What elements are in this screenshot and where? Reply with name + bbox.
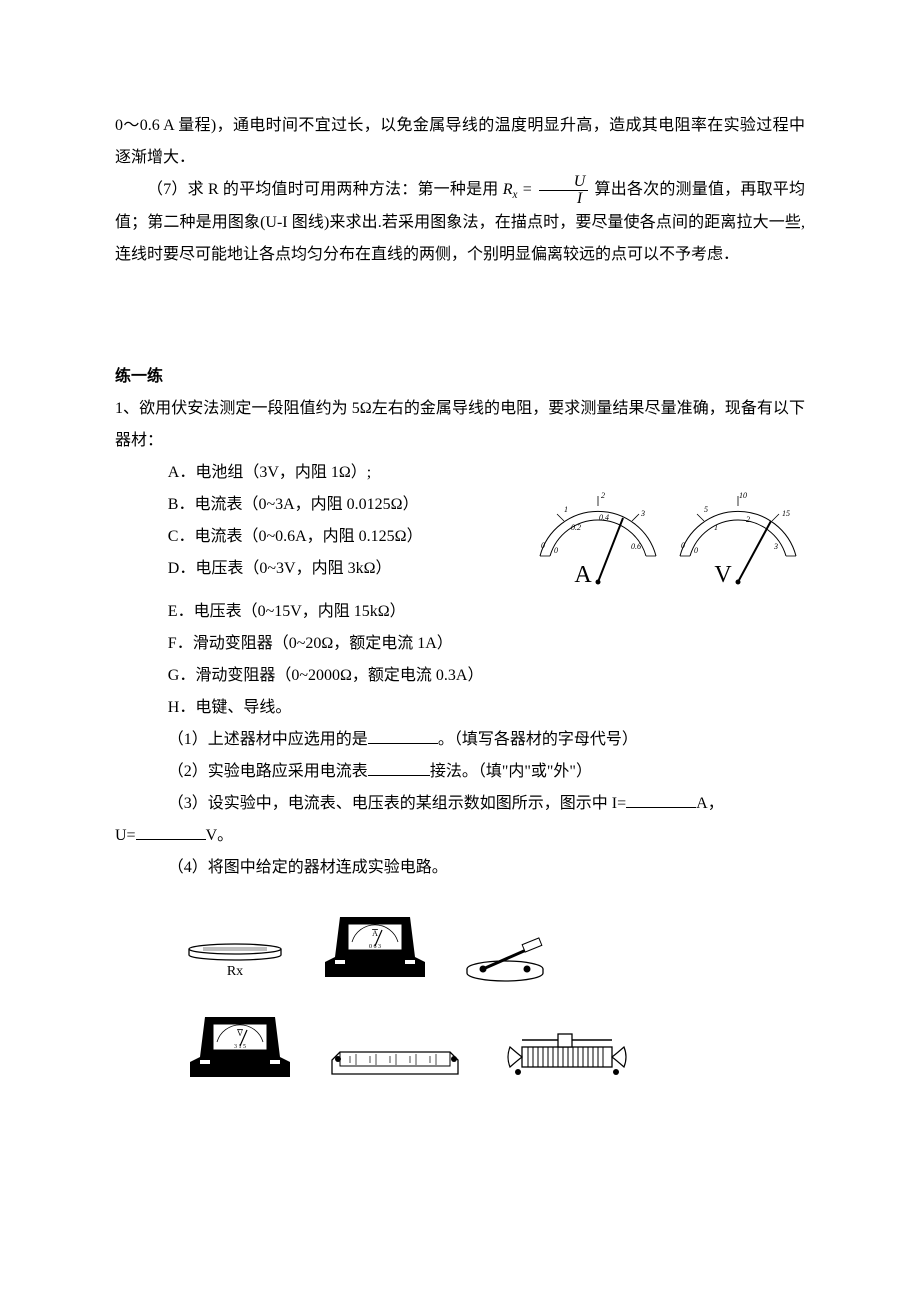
svg-text:V: V <box>237 1029 243 1038</box>
equipment-diagrams: Rx A 0 6 3 <box>115 902 805 1082</box>
formula-rx: Rx = UI <box>503 181 595 198</box>
option-b: B．电流表（0~3A，内阻 0.0125Ω） <box>115 489 520 521</box>
svg-text:Rx: Rx <box>227 964 243 979</box>
equipment-row-2: V 3 1 5 <box>185 1002 805 1082</box>
p7-prefix: （7）求 R 的平均值时可用两种方法：第一种是用 <box>147 181 499 198</box>
svg-text:5: 5 <box>704 505 708 514</box>
rheostat-icon <box>500 1022 635 1082</box>
q1-stem: 1、欲用伏安法测定一段阻值约为 5Ω左右的金属导线的电阻，要求测量结果尽量准确，… <box>115 393 805 457</box>
svg-text:0.2: 0.2 <box>571 523 581 532</box>
options-with-meters: B．电流表（0~3A，内阻 0.0125Ω） C．电流表（0~0.6A，内阻 0… <box>115 489 805 596</box>
voltmeter-label: V <box>714 562 732 588</box>
option-f: F．滑动变阻器（0~20Ω，额定电流 1A） <box>115 628 805 660</box>
svg-text:0: 0 <box>694 546 698 555</box>
sub-question-1: （1）上述器材中应选用的是。（填写各器材的字母代号） <box>115 724 805 756</box>
svg-text:0.4: 0.4 <box>599 513 609 522</box>
svg-text:10: 10 <box>739 491 747 500</box>
svg-text:2: 2 <box>601 491 605 500</box>
svg-text:3: 3 <box>773 542 778 551</box>
svg-text:3 1 5: 3 1 5 <box>234 1044 246 1050</box>
page-content: 0～0.6 A 量程)，通电时间不宜过长，以免金属导线的温度明显升高，造成其电阻… <box>0 0 920 1162</box>
options-bcd-column: B．电流表（0~3A，内阻 0.0125Ω） C．电流表（0~0.6A，内阻 0… <box>115 489 520 585</box>
svg-text:0: 0 <box>554 546 558 555</box>
paragraph-continuation: 0～0.6 A 量程)，通电时间不宜过长，以免金属导线的温度明显升高，造成其电阻… <box>115 110 805 174</box>
svg-text:A: A <box>372 929 378 938</box>
blank-2 <box>368 759 430 776</box>
option-e: E．电压表（0~15V，内阻 15kΩ） <box>115 596 805 628</box>
ammeter-device-icon: A 0 6 3 <box>320 902 430 982</box>
blank-3a <box>626 791 696 808</box>
svg-text:1: 1 <box>714 523 718 532</box>
blank-1 <box>368 727 438 744</box>
equipment-row-1: Rx A 0 6 3 <box>185 902 805 982</box>
svg-text:2: 2 <box>746 515 750 524</box>
sub-question-3: （3）设实验中，电流表、电压表的某组示数如图所示，图示中 I=A， U=V。 <box>115 788 805 852</box>
option-h: H．电键、导线。 <box>115 692 805 724</box>
svg-text:0 6 3: 0 6 3 <box>369 944 381 950</box>
sub-question-4: （4）将图中给定的器材连成实验电路。 <box>115 852 805 884</box>
ammeter-label: A <box>574 562 592 588</box>
svg-text:3: 3 <box>640 509 645 518</box>
blank-3b <box>136 823 206 840</box>
ammeter-diagram: 0 1 2 3 0 0.2 0.4 0.6 A <box>528 486 663 591</box>
svg-text:0: 0 <box>541 541 545 550</box>
voltmeter-device-icon: V 3 1 5 <box>185 1002 295 1082</box>
paragraph-7: （7）求 R 的平均值时可用两种方法：第一种是用 Rx = UI 算出各次的测量… <box>115 174 805 271</box>
voltmeter-diagram: 0 5 10 15 0 1 2 3 V <box>668 486 803 591</box>
fraction-u-over-i: UI <box>539 174 589 207</box>
svg-text:15: 15 <box>782 509 790 518</box>
svg-text:0.6: 0.6 <box>631 542 641 551</box>
option-d: D．电压表（0~3V，内阻 3kΩ） <box>115 553 520 585</box>
switch-icon <box>465 937 550 982</box>
resistor-rx-icon: Rx <box>185 937 285 982</box>
sub-question-2: （2）实验电路应采用电流表接法。（填"内"或"外"） <box>115 756 805 788</box>
option-c: C．电流表（0~0.6A，内阻 0.125Ω） <box>115 521 520 553</box>
svg-text:1: 1 <box>564 505 568 514</box>
practice-heading: 练一练 <box>115 361 805 393</box>
meter-diagrams: 0 1 2 3 0 0.2 0.4 0.6 A <box>525 481 805 596</box>
option-g: G．滑动变阻器（0~2000Ω，额定电流 0.3A） <box>115 660 805 692</box>
battery-icon <box>330 1032 465 1082</box>
svg-text:0: 0 <box>681 541 685 550</box>
